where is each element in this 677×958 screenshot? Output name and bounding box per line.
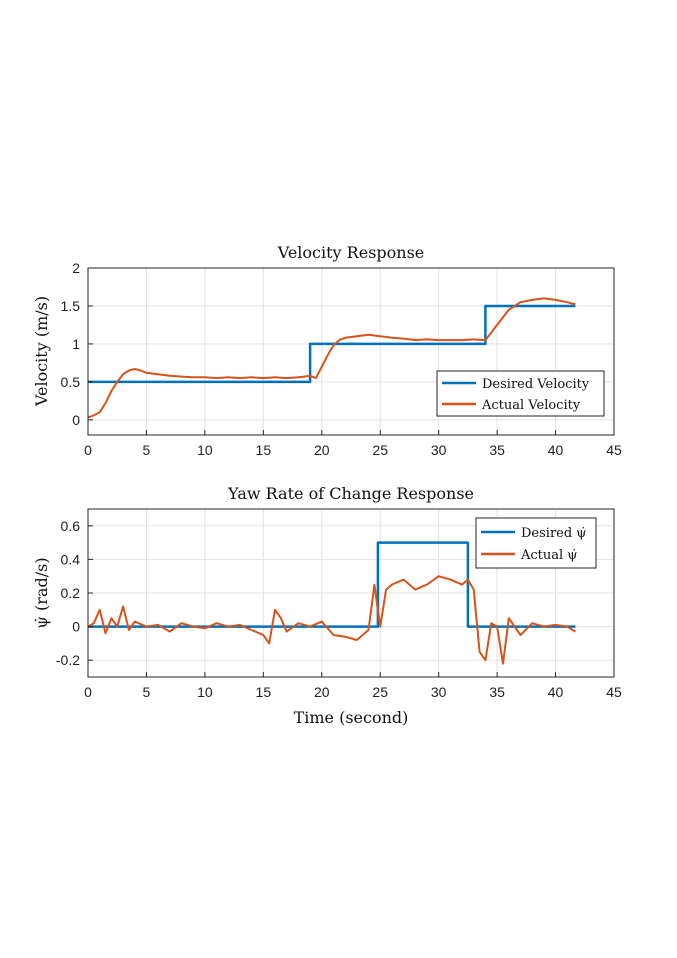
x-tick-label: 20 <box>314 442 330 458</box>
x-tick-label: 10 <box>197 684 213 700</box>
y-axis-label: ψ̇ (rad/s) <box>32 557 51 628</box>
axes-frame <box>87 267 615 436</box>
x-tick-label: 35 <box>489 684 505 700</box>
legend-box <box>436 370 605 417</box>
x-axis-label: Time (second) <box>294 708 409 727</box>
y-tick-label: 0.2 <box>61 585 81 601</box>
legend-label-actual: Actual ψ̇ <box>520 548 578 563</box>
y-tick-label: 0 <box>72 412 80 428</box>
x-tick-label: 20 <box>314 684 330 700</box>
x-tick-label: 30 <box>431 684 447 700</box>
y-tick-label: 0 <box>72 619 80 635</box>
x-tick-label: 15 <box>256 684 272 700</box>
x-tick-label: 5 <box>143 442 151 458</box>
y-tick-label: 1 <box>72 336 80 352</box>
legend-label-actual: Actual Velocity <box>481 398 581 413</box>
series-layer <box>87 297 576 419</box>
chart-title: Yaw Rate of Change Response <box>227 484 474 503</box>
y-tick-label: -0.2 <box>56 652 80 668</box>
y-tick-label: 0.4 <box>61 551 81 567</box>
x-tick-label: 5 <box>143 684 151 700</box>
yaw-rate-chart: Yaw Rate of Change Response 0 5 10 15 20 25 30… <box>32 484 622 727</box>
x-tick-label: 25 <box>372 684 388 700</box>
series-line-desired <box>88 541 576 628</box>
tick-labels: 0 5 10 15 20 25 30 35 40 45 0 0.5 1 1.5 2 <box>61 260 622 458</box>
legend-label-desired: Desired ψ̇ <box>521 526 587 541</box>
legend-label-desired: Desired Velocity <box>482 377 590 392</box>
x-tick-label: 15 <box>256 442 272 458</box>
y-axis-label: Velocity (m/s) <box>32 296 51 407</box>
y-tick-label: 0.5 <box>61 374 81 390</box>
x-tick-label: 25 <box>372 442 388 458</box>
legend-box <box>475 517 597 569</box>
x-tick-label: 0 <box>84 442 92 458</box>
legend: Desired ψ̇ Actual ψ̇ <box>475 517 597 569</box>
y-tick-label: 0.6 <box>61 518 81 534</box>
chart-title: Velocity Response <box>277 243 425 262</box>
series-line-actual <box>87 575 576 665</box>
y-tick-label: 1.5 <box>61 298 81 314</box>
series-line-actual <box>87 297 576 419</box>
x-tick-label: 40 <box>548 684 564 700</box>
series-layer <box>87 541 576 665</box>
x-tick-label: 30 <box>431 442 447 458</box>
x-tick-label: 45 <box>606 442 622 458</box>
y-tick-label: 2 <box>72 260 80 276</box>
tick-labels: 0 5 10 15 20 25 30 35 40 45-0.200.20.40.6 <box>56 518 622 700</box>
x-tick-label: 40 <box>548 442 564 458</box>
x-tick-label: 10 <box>197 442 213 458</box>
x-tick-label: 0 <box>84 684 92 700</box>
velocity-chart: Velocity Response 0 5 10 15 20 25 30 35 40 45 0 0.5… <box>32 243 622 458</box>
series-line-desired <box>88 304 576 384</box>
x-tick-label: 45 <box>606 684 622 700</box>
legend: Desired Velocity Actual Velocity <box>436 370 605 417</box>
x-tick-label: 35 <box>489 442 505 458</box>
